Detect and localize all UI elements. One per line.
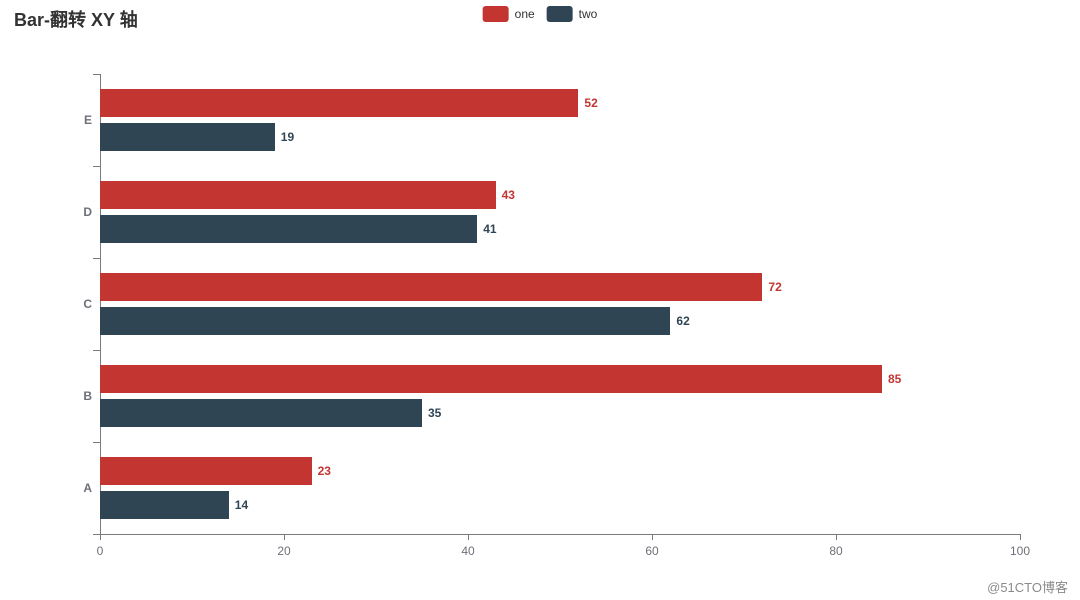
y-tick: [93, 534, 100, 535]
x-tick: [836, 534, 837, 540]
x-axis-line: [100, 534, 1020, 535]
plot-area: 020406080100ABCDE23148535726243415219: [100, 74, 1020, 534]
legend-item-two[interactable]: two: [547, 6, 598, 22]
bar-value-label: 19: [281, 130, 294, 144]
bar-value-label: 35: [428, 406, 441, 420]
legend-label: two: [579, 7, 598, 21]
y-tick: [93, 350, 100, 351]
x-axis-label: 20: [277, 544, 290, 558]
bar-value-label: 41: [483, 222, 496, 236]
y-axis-label: E: [84, 113, 92, 127]
bar-one[interactable]: [100, 181, 496, 209]
y-axis-label: D: [83, 205, 92, 219]
chart-legend: one two: [483, 6, 598, 22]
x-axis-label: 0: [97, 544, 104, 558]
watermark: @51CTO博客: [987, 577, 1068, 596]
bar-value-label: 85: [888, 372, 901, 386]
bar-two[interactable]: [100, 215, 477, 243]
bar-one[interactable]: [100, 365, 882, 393]
bar-two[interactable]: [100, 491, 229, 519]
bar-value-label: 14: [235, 498, 248, 512]
y-axis-label: B: [83, 389, 92, 403]
chart-title: Bar-翻转 XY 轴: [14, 6, 138, 32]
x-axis-label: 60: [645, 544, 658, 558]
bar-one[interactable]: [100, 89, 578, 117]
bar-two[interactable]: [100, 399, 422, 427]
y-tick: [93, 442, 100, 443]
y-tick: [93, 258, 100, 259]
x-axis-label: 100: [1010, 544, 1030, 558]
x-tick: [284, 534, 285, 540]
bar-one[interactable]: [100, 273, 762, 301]
legend-label: one: [515, 7, 535, 21]
x-axis-label: 80: [829, 544, 842, 558]
bar-two[interactable]: [100, 123, 275, 151]
x-tick: [1020, 534, 1021, 540]
bar-value-label: 43: [502, 188, 515, 202]
bar-one[interactable]: [100, 457, 312, 485]
x-axis-label: 40: [461, 544, 474, 558]
bar-value-label: 52: [584, 96, 597, 110]
bar-two[interactable]: [100, 307, 670, 335]
x-tick: [468, 534, 469, 540]
y-tick: [93, 166, 100, 167]
x-tick: [100, 534, 101, 540]
bar-value-label: 72: [768, 280, 781, 294]
chart-header: Bar-翻转 XY 轴 one two: [0, 0, 1080, 36]
y-axis-label: C: [83, 297, 92, 311]
bar-value-label: 62: [676, 314, 689, 328]
legend-item-one[interactable]: one: [483, 6, 535, 22]
legend-swatch-icon: [547, 6, 573, 22]
bar-value-label: 23: [318, 464, 331, 478]
y-tick: [93, 74, 100, 75]
x-tick: [652, 534, 653, 540]
chart-container: 020406080100ABCDE23148535726243415219: [100, 74, 1020, 534]
legend-swatch-icon: [483, 6, 509, 22]
y-axis-label: A: [83, 481, 92, 495]
